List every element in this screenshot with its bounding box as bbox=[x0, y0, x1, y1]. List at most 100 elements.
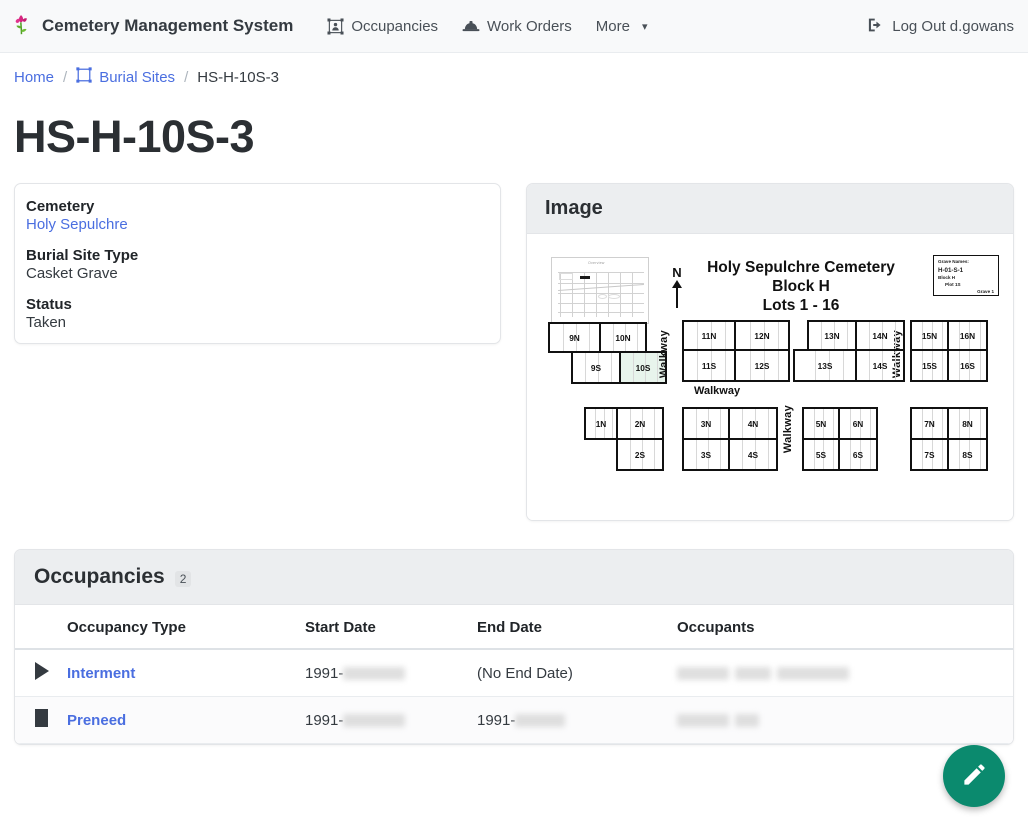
column-header-occupants[interactable]: Occupants bbox=[669, 605, 1013, 650]
plot-cell-6N[interactable]: 6N bbox=[838, 407, 878, 440]
plot-cell-2S[interactable]: 2S bbox=[616, 438, 664, 471]
walkway-label-vertical-right: Walkway bbox=[891, 330, 903, 379]
start-date-prefix: 1991- bbox=[305, 711, 344, 729]
plot-cell-4N[interactable]: 4N bbox=[728, 407, 778, 440]
overview-thumbnail-map: Overview bbox=[551, 257, 649, 324]
start-date-redacted bbox=[343, 667, 406, 681]
column-header-start-date[interactable]: Start Date bbox=[297, 605, 469, 650]
cell-occupants bbox=[669, 696, 1013, 744]
breadcrumb-home[interactable]: Home bbox=[14, 68, 55, 86]
plot-cell-9N[interactable]: 9N bbox=[548, 322, 601, 353]
plot-cell-10S[interactable]: 10S bbox=[619, 351, 667, 384]
plot-cell-11N[interactable]: 11N bbox=[682, 320, 736, 351]
nav-item-work-orders[interactable]: Work Orders bbox=[450, 12, 584, 41]
table-row[interactable]: Preneed 1991- 1991- bbox=[15, 696, 1013, 744]
table-row[interactable]: Interment 1991- (No End Date) bbox=[15, 649, 1013, 697]
burial-site-details-card: Cemetery Holy Sepulchre Burial Site Type… bbox=[14, 183, 501, 344]
cell-end-date: (No End Date) bbox=[469, 649, 669, 697]
stop-square-icon[interactable] bbox=[35, 709, 48, 727]
plot-cell-16N[interactable]: 16N bbox=[947, 320, 988, 351]
plot-group-11-12: 11N 12N 11S 12S bbox=[682, 320, 790, 382]
person-in-frame-icon bbox=[327, 17, 344, 35]
plot-cell-8N-label: 8N bbox=[962, 418, 973, 429]
plot-cell-3N[interactable]: 3N bbox=[682, 407, 730, 440]
cell-occupants bbox=[669, 649, 1013, 697]
plot-cell-14S-label: 14S bbox=[872, 360, 888, 371]
occupancy-type-link[interactable]: Preneed bbox=[67, 711, 127, 729]
plot-cell-14S[interactable]: 14S bbox=[855, 349, 905, 382]
walkway-label-vertical-middle: Walkway bbox=[782, 405, 794, 454]
plot-cell-11S[interactable]: 11S bbox=[682, 349, 736, 382]
nav-item-occupancies[interactable]: Occupancies bbox=[315, 12, 450, 41]
row-expand-cell[interactable] bbox=[15, 696, 59, 744]
plot-cell-8S[interactable]: 8S bbox=[947, 438, 988, 471]
north-arrow-head bbox=[672, 280, 682, 288]
plot-cell-12S[interactable]: 12S bbox=[734, 349, 790, 382]
plot-cell-12N[interactable]: 12N bbox=[734, 320, 790, 351]
plot-cell-6S-label: 6S bbox=[852, 449, 864, 460]
legend-line-3: Block H bbox=[938, 275, 956, 281]
occupancies-section: Occupancies 2 Occupancy Type Start Date … bbox=[0, 549, 1028, 745]
breadcrumb: Home / Burial Sites / HS-H-10S-3 bbox=[0, 53, 1028, 93]
plot-cell-5S[interactable]: 5S bbox=[802, 438, 840, 471]
plot-cell-9S[interactable]: 9S bbox=[571, 351, 621, 384]
cemetery-label: Cemetery bbox=[26, 198, 95, 215]
cemetery-block-diagram[interactable]: Overview bbox=[539, 250, 1003, 498]
column-header-end-date[interactable]: End Date bbox=[469, 605, 669, 650]
plot-group-13-14: 13N 14N 13S 14S bbox=[793, 320, 905, 382]
plot-cell-16N-label: 16N bbox=[959, 330, 976, 341]
plot-cell-13N[interactable]: 13N bbox=[807, 320, 857, 351]
plot-cell-6S[interactable]: 6S bbox=[838, 438, 878, 471]
cell-start-date: 1991- bbox=[297, 696, 469, 744]
burial-site-type-value: Casket Grave bbox=[26, 265, 118, 282]
plot-group-15-16: 15N 16N 15S 16S bbox=[910, 320, 988, 382]
occupancy-type-link[interactable]: Interment bbox=[67, 664, 136, 682]
main-content-row: Cemetery Holy Sepulchre Burial Site Type… bbox=[0, 183, 1028, 521]
nav-item-more-label: More bbox=[595, 17, 630, 35]
plot-cell-7N[interactable]: 7N bbox=[910, 407, 949, 440]
table-header-row: Occupancy Type Start Date End Date Occup… bbox=[15, 605, 1013, 650]
plot-cell-5N[interactable]: 5N bbox=[802, 407, 840, 440]
plot-cell-11S-label: 11S bbox=[701, 360, 717, 371]
status-label: Status bbox=[26, 296, 72, 313]
plot-cell-15N[interactable]: 15N bbox=[910, 320, 949, 351]
plot-cell-15S-label: 15S bbox=[922, 360, 937, 371]
breadcrumb-burial-sites[interactable]: Burial Sites bbox=[76, 67, 175, 87]
plot-cell-11N-label: 11N bbox=[701, 330, 717, 341]
cell-end-date: 1991- bbox=[469, 696, 669, 744]
cemetery-link[interactable]: Holy Sepulchre bbox=[26, 216, 128, 233]
plot-cell-4S[interactable]: 4S bbox=[728, 438, 778, 471]
plot-group-9-10: 9N 10N 9S 10S bbox=[548, 322, 667, 384]
legend-line-5: Grave 1 bbox=[977, 288, 994, 294]
nav-item-work-orders-label: Work Orders bbox=[487, 17, 572, 35]
nav-item-more[interactable]: More ▾ bbox=[584, 12, 660, 41]
edit-fab-button[interactable] bbox=[943, 745, 1005, 807]
plot-cell-8N[interactable]: 8N bbox=[947, 407, 988, 440]
column-header-icon bbox=[15, 605, 59, 650]
row-expand-cell[interactable] bbox=[15, 649, 59, 697]
plot-cell-5N-label: 5N bbox=[815, 418, 827, 429]
plot-cell-16S-label: 16S bbox=[960, 360, 975, 371]
plot-cell-15S[interactable]: 15S bbox=[910, 349, 949, 382]
details-column: Cemetery Holy Sepulchre Burial Site Type… bbox=[14, 183, 501, 344]
image-card-header: Image bbox=[527, 184, 1013, 234]
logout-link[interactable]: Log Out d.gowans bbox=[867, 17, 1014, 37]
plot-cell-7N-label: 7N bbox=[924, 418, 935, 429]
cell-start-date: 1991- bbox=[297, 649, 469, 697]
column-header-occupancy-type[interactable]: Occupancy Type bbox=[59, 605, 297, 650]
plot-cell-16S[interactable]: 16S bbox=[947, 349, 988, 382]
plot-cell-1N[interactable]: 1N bbox=[584, 407, 618, 440]
plot-cell-3S[interactable]: 3S bbox=[682, 438, 730, 471]
play-triangle-icon[interactable] bbox=[35, 662, 49, 680]
plot-cell-7S[interactable]: 7S bbox=[910, 438, 949, 471]
nav-links: Occupancies Work Orders More ▾ bbox=[315, 12, 659, 41]
status-value: Taken bbox=[26, 314, 67, 331]
plot-cell-10N[interactable]: 10N bbox=[599, 322, 647, 353]
plot-cell-2N[interactable]: 2N bbox=[616, 407, 664, 440]
plot-group-3-4: 3N 4N 3S 4S bbox=[682, 407, 778, 471]
walkway-label-horizontal: Walkway bbox=[694, 385, 741, 397]
plot-cell-14N[interactable]: 14N bbox=[855, 320, 905, 351]
legend-line-2: H-01-S-1 bbox=[938, 266, 964, 274]
brand-link[interactable]: Cemetery Management System bbox=[14, 14, 293, 39]
plot-cell-13S[interactable]: 13S bbox=[793, 349, 857, 382]
